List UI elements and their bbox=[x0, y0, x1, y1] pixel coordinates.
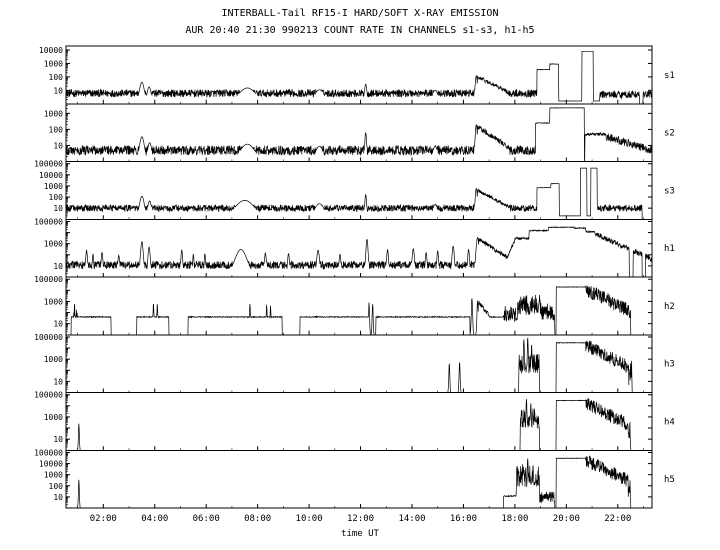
y-tick-label: 100000 bbox=[34, 160, 63, 169]
panel-label: s2 bbox=[664, 129, 675, 139]
chart-subtitle: AUR 20:40 21:30 990213 COUNT RATE IN CHA… bbox=[185, 25, 534, 36]
series-h4 bbox=[66, 398, 652, 451]
y-tick-label: 100000 bbox=[34, 275, 63, 284]
panels-group: 10 100 1000 10000 s1 10 100 1000 s2 10 100 1000 1000… bbox=[34, 45, 675, 509]
panel-h2: 10 1000 100000 h2 bbox=[34, 275, 675, 336]
panel-border bbox=[65, 161, 653, 220]
y-tick-label: 100000 bbox=[34, 217, 63, 226]
panel-border bbox=[65, 334, 653, 393]
x-tick-label: 02:00 bbox=[90, 514, 117, 524]
y-tick-label: 10 bbox=[53, 141, 63, 150]
x-axis-title: time UT bbox=[341, 529, 380, 539]
x-tick-label: 12:00 bbox=[347, 514, 374, 524]
y-tick-label: 100 bbox=[49, 125, 64, 134]
x-axis-labels: 02:00 04:00 06:00 08:00 10:00 12:00 14:00 16:00… bbox=[90, 514, 632, 524]
panel-label: h2 bbox=[664, 302, 675, 312]
panel-s3: 10 100 1000 10000 100000 s3 bbox=[34, 160, 675, 220]
x-tick-label: 06:00 bbox=[193, 514, 220, 524]
y-tick-label: 10000 bbox=[39, 171, 63, 180]
panel-h1: 10 1000 100000 h1 bbox=[34, 217, 675, 278]
panel-label: s1 bbox=[664, 71, 675, 81]
y-tick-label: 10 bbox=[53, 493, 63, 502]
y-tick-label: 100000 bbox=[34, 391, 63, 400]
x-tick-label: 14:00 bbox=[398, 514, 425, 524]
panel-h5: 10 100 1000 10000 100000 h5 bbox=[34, 448, 675, 509]
y-tick-label: 1000 bbox=[44, 182, 63, 191]
panel-border bbox=[65, 218, 653, 278]
panel-label: h3 bbox=[664, 360, 675, 370]
x-tick-label: 20:00 bbox=[553, 514, 580, 524]
panel-border bbox=[65, 449, 653, 509]
y-tick-label: 1000 bbox=[44, 297, 63, 306]
y-tick-label: 10 bbox=[53, 204, 63, 213]
y-tick-label: 100 bbox=[49, 482, 64, 491]
panel-label: h5 bbox=[664, 475, 675, 485]
series-s2 bbox=[65, 107, 653, 162]
y-tick-label: 100 bbox=[49, 73, 64, 82]
series-h5 bbox=[66, 455, 652, 509]
chart-title: INTERBALL-Tail RF15-I HARD/SOFT X-RAY EM… bbox=[222, 8, 499, 19]
panel-s1: 10 100 1000 10000 s1 bbox=[39, 45, 675, 105]
panel-s2: 10 100 1000 s2 bbox=[44, 103, 675, 162]
panel-h3: 10 1000 100000 h3 bbox=[34, 333, 675, 393]
x-tick-label: 08:00 bbox=[244, 514, 271, 524]
y-tick-label: 10000 bbox=[39, 46, 63, 55]
y-tick-label: 1000 bbox=[44, 355, 63, 364]
y-tick-label: 100 bbox=[49, 193, 64, 202]
y-tick-label: 1000 bbox=[44, 109, 63, 118]
y-tick-label: 1000 bbox=[44, 471, 63, 480]
y-tick-label: 10 bbox=[53, 377, 63, 386]
y-tick-label: 1000 bbox=[44, 413, 63, 422]
y-tick-label: 10000 bbox=[39, 460, 63, 469]
series-h3 bbox=[66, 337, 652, 393]
panel-label: s3 bbox=[664, 186, 675, 196]
y-tick-label: 10 bbox=[53, 86, 63, 95]
y-tick-label: 10 bbox=[53, 262, 63, 271]
series-h2 bbox=[66, 285, 652, 336]
y-tick-label: 100000 bbox=[34, 448, 63, 457]
y-tick-label: 10 bbox=[53, 435, 63, 444]
x-tick-label: 04:00 bbox=[141, 514, 168, 524]
y-tick-label: 100000 bbox=[34, 333, 63, 342]
x-tick-label: 16:00 bbox=[450, 514, 477, 524]
series-s3 bbox=[65, 167, 652, 220]
y-tick-label: 1000 bbox=[44, 59, 63, 68]
x-tick-label: 18:00 bbox=[501, 514, 528, 524]
series-h1 bbox=[65, 226, 653, 278]
panel-label: h1 bbox=[664, 244, 675, 254]
panel-label: h4 bbox=[664, 417, 675, 427]
panel-border bbox=[65, 392, 653, 451]
x-tick-label: 10:00 bbox=[296, 514, 323, 524]
y-tick-label: 1000 bbox=[44, 240, 63, 249]
panel-h4: 10 1000 100000 h4 bbox=[34, 391, 675, 451]
series-s1 bbox=[65, 50, 653, 105]
y-tick-label: 10 bbox=[53, 320, 63, 329]
x-tick-label: 22:00 bbox=[604, 514, 631, 524]
